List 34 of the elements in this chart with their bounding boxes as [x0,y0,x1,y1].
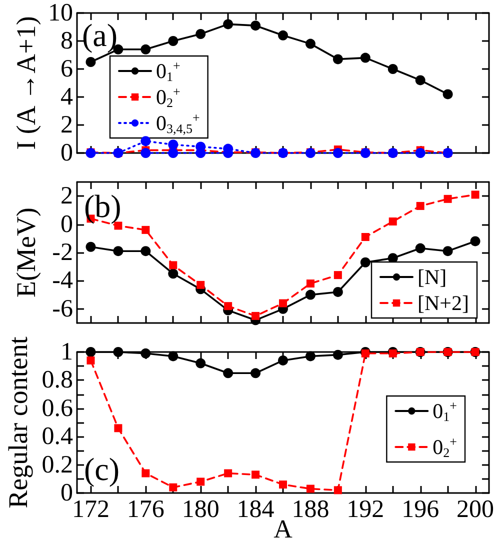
y-axis-title: E(MeV) [11,208,41,298]
x-tick-label: 176 [126,496,164,523]
y-tick-label: 10 [48,0,73,26]
x-axis-title: A [274,514,293,544]
x-tick-label: 184 [236,496,275,523]
x-tick-label: 188 [292,496,330,523]
y-tick-label: 0.4 [42,423,74,450]
y-tick-label: -6 [52,295,73,322]
y-tick-label: 4 [60,84,74,110]
y-tick-label: 1 [60,338,73,366]
legend-label: [N+2] [418,291,470,315]
x-tick-label: 200 [456,496,494,523]
annotation: (c) [84,451,120,487]
y-tick-label: 2 [60,182,73,210]
y-axis-title: Regular content [3,336,33,508]
y-tick-label: 0.6 [42,394,73,422]
y-axis-title: I (A →A+1) [11,16,41,150]
y-tick-label: 0 [60,210,73,238]
y-tick-label: -2 [52,239,73,266]
x-tick-label: 192 [346,496,384,523]
y-tick-label: 8 [60,28,73,54]
y-tick-label: 0.2 [42,451,73,478]
y-tick-label: 0.8 [42,366,73,394]
y-tick-label: 0 [60,140,73,166]
annotation: (a) [82,17,118,53]
x-tick-label: 172 [72,496,110,523]
x-tick-label: 196 [402,496,440,523]
y-tick-label: -4 [52,267,74,294]
annotation: (b) [84,188,122,224]
y-tick-label: 0 [60,480,73,506]
legend-label: [N] [418,265,447,289]
y-tick-label: 2 [60,112,73,138]
x-tick-label: 180 [182,496,220,523]
y-tick-label: 6 [60,56,73,82]
